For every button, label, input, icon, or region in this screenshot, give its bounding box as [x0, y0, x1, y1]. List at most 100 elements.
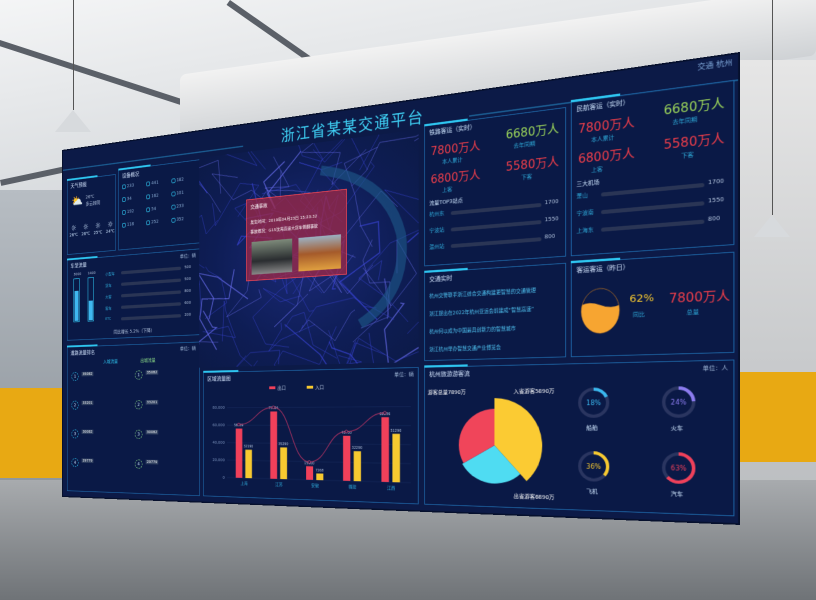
y-tick: 60,000	[212, 423, 224, 428]
accident-photo[interactable]	[252, 239, 293, 275]
station-bar-fill	[601, 184, 691, 193]
station-value: 1700	[545, 198, 559, 206]
road-line	[344, 147, 377, 249]
air-off_label: 下客	[681, 151, 693, 161]
ranking-panel: 道路流量排名 单位：辆 入城流量 出城流量 1 35082 2 33201 3 30082…	[67, 342, 200, 496]
device-item: 162	[146, 191, 171, 199]
device-item: 352	[171, 215, 197, 223]
unit-label: 单位：辆	[180, 345, 196, 352]
air-last_year_label: 去年同期	[672, 115, 697, 126]
hbar-label: 客车	[105, 305, 111, 311]
news-item[interactable]: 杭州何以成为中国最具创新力的智慧城市	[429, 323, 536, 335]
rank-bar	[82, 411, 132, 414]
news-item[interactable]: 杭州交警联手浙江综合交通构建更智慧的交通管理	[429, 286, 536, 300]
station-label: 杭州东	[429, 210, 444, 219]
station-bar-fill	[601, 224, 650, 228]
vertical-bar-fill	[89, 301, 93, 320]
rank-value: 30082	[146, 430, 159, 435]
road-line	[329, 339, 402, 368]
yellow-wall-left	[0, 388, 62, 478]
forecast-day: ☼ 26℃	[81, 222, 90, 237]
hbar-value: 800	[184, 288, 190, 293]
user-icon	[171, 217, 175, 222]
station-bar	[601, 183, 704, 197]
rank-bar-fill	[146, 380, 194, 381]
panel-title: 设备概况	[122, 170, 139, 179]
rank-value: 29779	[146, 460, 159, 465]
road-icon	[146, 207, 150, 212]
bar[interactable]	[381, 417, 389, 482]
day-temp: 25℃	[94, 230, 103, 236]
device-value: 162	[151, 193, 158, 199]
device-panel: 设备概况 233 441 182 34 162 101 192 54 233 118 252 352	[118, 159, 199, 250]
device-grid: 233 441 182 34 162 101 192 54 233 118 252 352	[122, 175, 197, 228]
bar-label: 32190	[244, 444, 254, 449]
device-item: 101	[171, 188, 197, 196]
x-tick: 江西	[387, 484, 396, 491]
panel-title: 铁路客运（实时）	[429, 123, 476, 137]
pie-label: 游客总量7890万	[428, 388, 466, 395]
bar[interactable]	[354, 451, 361, 481]
bar[interactable]	[280, 447, 287, 479]
lamp-cord	[772, 0, 773, 215]
today-temp: 26℃	[86, 194, 95, 200]
device-value: 34	[127, 196, 132, 202]
bar[interactable]	[316, 473, 323, 480]
vbar-value: 3000	[74, 272, 82, 277]
road-line	[385, 302, 419, 367]
accident-photo[interactable]	[298, 234, 341, 271]
y-tick: 40,000	[212, 440, 224, 445]
bar[interactable]	[343, 436, 350, 481]
panel-title: 交通实时	[429, 274, 452, 284]
station-label: 萧山	[576, 192, 587, 201]
news-item[interactable]: 浙江杭州举办智慧交通产业博览会	[429, 342, 536, 353]
train-icon	[146, 220, 150, 225]
news-item[interactable]: 浙江提出在2022年杭州亚运会前建成“智慧高速”	[429, 304, 536, 317]
station-label: 宁波站	[429, 226, 444, 235]
vertical-bar-fill	[75, 291, 79, 321]
weather-panel: 天气预报 ⛅ 26℃ 多云转阴 ☼ 26℃ ☼ 26℃ ☼ 25℃ ☼ 24℃	[67, 174, 116, 255]
accident-title: 交通事故	[250, 202, 267, 211]
station-bar-fill	[451, 204, 532, 212]
rail-on_label: 上客	[442, 186, 452, 195]
y-tick: 80,000	[212, 405, 224, 410]
trend-point	[308, 461, 311, 464]
bar[interactable]	[245, 450, 252, 479]
rail-off: 5580万人	[506, 153, 559, 175]
air-off: 5580万人	[664, 129, 725, 153]
legend-label: 入口	[315, 384, 324, 390]
vbar-value: 1400	[88, 271, 96, 276]
bar[interactable]	[270, 411, 277, 478]
road-line	[199, 341, 218, 368]
light-icon	[171, 204, 175, 209]
device-value: 233	[176, 203, 184, 209]
hbar-track	[121, 278, 181, 285]
phone-icon	[122, 197, 126, 202]
ring-label: 火车	[671, 424, 683, 432]
bar[interactable]	[392, 434, 400, 483]
rail-last_year_label: 去年同期	[513, 140, 535, 150]
traffic-map[interactable]: 交通事故 发生时间：2019年04月23日 15:23:32 事故概况：G15沈…	[199, 129, 418, 367]
device-item: 182	[171, 175, 197, 183]
panel-title: 杭州旅游游客流	[429, 370, 470, 379]
legend-label: 出口	[277, 385, 286, 391]
rank-bar	[82, 440, 132, 444]
road-line	[203, 300, 236, 342]
rank-bar-fill	[82, 468, 109, 469]
ring-label: 汽车	[671, 490, 683, 499]
road-line	[238, 360, 287, 368]
rank-bar	[146, 470, 199, 475]
road-line	[349, 332, 385, 367]
device-item: 34	[122, 194, 146, 202]
y-tick: 20,000	[212, 458, 224, 463]
road-line	[199, 160, 220, 216]
parking-icon	[122, 210, 126, 215]
bar[interactable]	[306, 466, 313, 480]
device-value: 233	[127, 183, 134, 189]
device-value: 352	[176, 216, 184, 222]
trend-point	[383, 411, 386, 414]
accident-popup[interactable]: 交通事故 发生时间：2019年04月23日 15:23:32 事故概况：G15沈…	[246, 189, 347, 282]
bar[interactable]	[236, 429, 243, 478]
forecast-day: ☼ 24℃	[106, 219, 115, 234]
pie-label: 入省游客5890万	[513, 387, 554, 394]
